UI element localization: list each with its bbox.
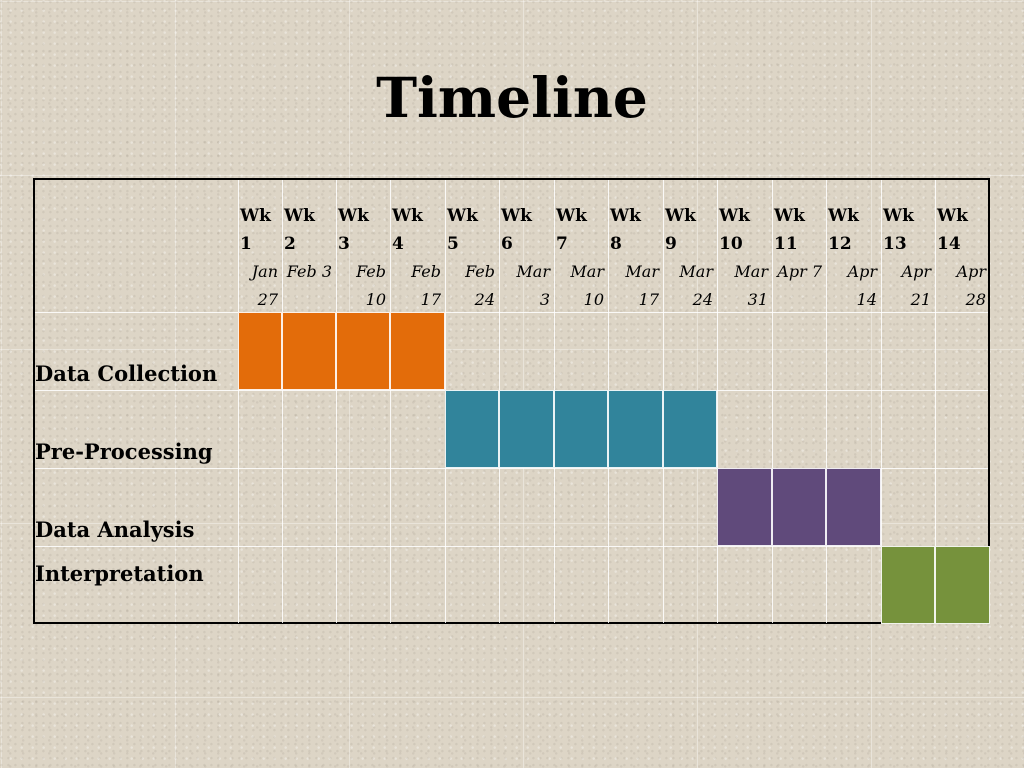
week-date: Mar 10 [570,262,604,309]
week-label: Wk 14 [937,206,968,254]
week-label: Wk 2 [284,206,315,254]
grid-line-vertical [390,180,391,623]
page-title: Timeline [376,65,648,130]
grid-line-vertical [717,180,718,623]
task-bar-cell [663,390,717,468]
week-date: Mar 31 [734,262,768,309]
grid-line-horizontal [35,468,988,469]
task-bar-cell [881,546,935,624]
week-date: Mar 17 [625,262,659,309]
week-date: Feb 3 [286,262,332,281]
week-date: Mar 24 [679,262,713,309]
task-bar-cell [554,390,608,468]
week-label: Wk 8 [610,206,641,254]
week-label: Wk 4 [392,206,423,254]
task-bar-cell [826,468,881,546]
week-date: Apr 14 [847,262,877,309]
week-label: Wk 9 [665,206,696,254]
week-date: Apr 28 [956,262,986,309]
week-label: Wk 11 [774,206,805,254]
week-label: Wk 1 [240,206,271,254]
task-bar-cell [772,468,826,546]
task-bar-cell [935,546,990,624]
week-date: Feb 17 [411,262,441,309]
task-bar-cell [238,312,282,390]
week-date: Apr 21 [901,262,931,309]
week-label: Wk 7 [556,206,587,254]
week-label: Wk 13 [883,206,914,254]
task-label: Data Analysis [35,517,195,542]
task-label: Interpretation [35,561,204,586]
week-label: Wk 5 [447,206,478,254]
week-label: Wk 3 [338,206,369,254]
task-bar-cell [390,312,445,390]
grid-line-horizontal [35,312,988,313]
grid-line-vertical [826,180,827,623]
task-bar-cell [445,390,499,468]
task-bar-cell [336,312,390,390]
grid-line-vertical [238,180,239,623]
grid-line-vertical [935,180,936,623]
week-date: Jan 27 [251,262,278,309]
week-date: Mar 3 [516,262,550,309]
week-date: Apr 7 [777,262,822,281]
task-bar-cell [499,390,554,468]
task-bar-cell [282,312,336,390]
task-bar-cell [608,390,663,468]
grid-line-vertical [282,180,283,623]
grid-line-vertical [772,180,773,623]
week-label: Wk 10 [719,206,750,254]
gantt-chart-frame [33,178,990,624]
grid-line-horizontal [35,546,988,547]
task-bar-cell [717,468,772,546]
grid-line-vertical [881,180,882,623]
task-label: Data Collection [35,361,218,386]
week-label: Wk 12 [828,206,859,254]
week-label: Wk 6 [501,206,532,254]
task-label: Pre-Processing [35,439,213,464]
week-date: Feb 10 [356,262,386,309]
grid-line-vertical [336,180,337,623]
week-date: Feb 24 [465,262,495,309]
